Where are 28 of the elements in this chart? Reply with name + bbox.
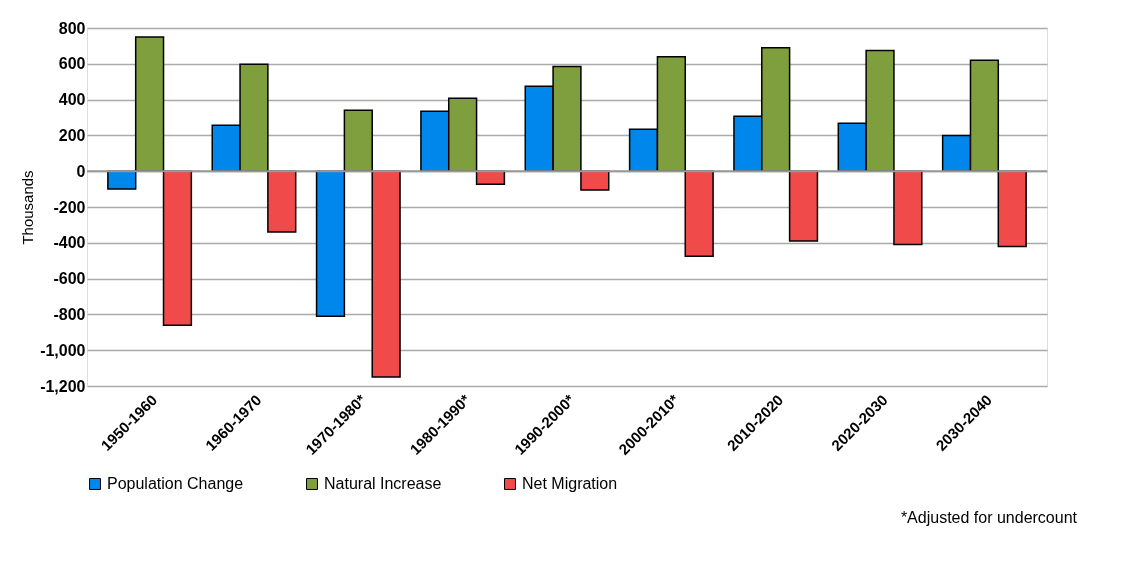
- bar: [315, 170, 346, 317]
- y-tick-label: -1,000: [40, 341, 86, 359]
- bar: [107, 170, 137, 190]
- y-tick-label: -800: [53, 305, 86, 323]
- y-tick-label: -1,200: [40, 377, 86, 395]
- y-tick-label: -200: [53, 198, 86, 216]
- y-axis-title: Thousands: [19, 170, 37, 245]
- y-tick-label: 0: [76, 162, 86, 180]
- bar: [134, 36, 165, 172]
- text: *Adjusted for undercount: [900, 509, 1078, 526]
- bar: [267, 170, 297, 233]
- bar: [343, 109, 373, 172]
- bar: [893, 170, 923, 246]
- bar: [371, 170, 401, 378]
- bar: [997, 170, 1027, 248]
- y-tick-label: 800: [58, 19, 86, 37]
- bar: [788, 170, 819, 242]
- y-tick-label: 400: [58, 91, 86, 109]
- bar: [684, 170, 714, 257]
- y-tick-label: 200: [58, 126, 86, 144]
- bar: [580, 170, 610, 191]
- bar: [162, 170, 193, 326]
- y-tick-label: -600: [53, 270, 86, 288]
- legend-label: Natural Increase: [324, 475, 442, 492]
- legend-label: Net Migration: [522, 475, 618, 492]
- y-tick-label: -400: [53, 234, 86, 252]
- legend-label: Population Change: [107, 475, 244, 492]
- y-tick-label: 600: [58, 55, 86, 73]
